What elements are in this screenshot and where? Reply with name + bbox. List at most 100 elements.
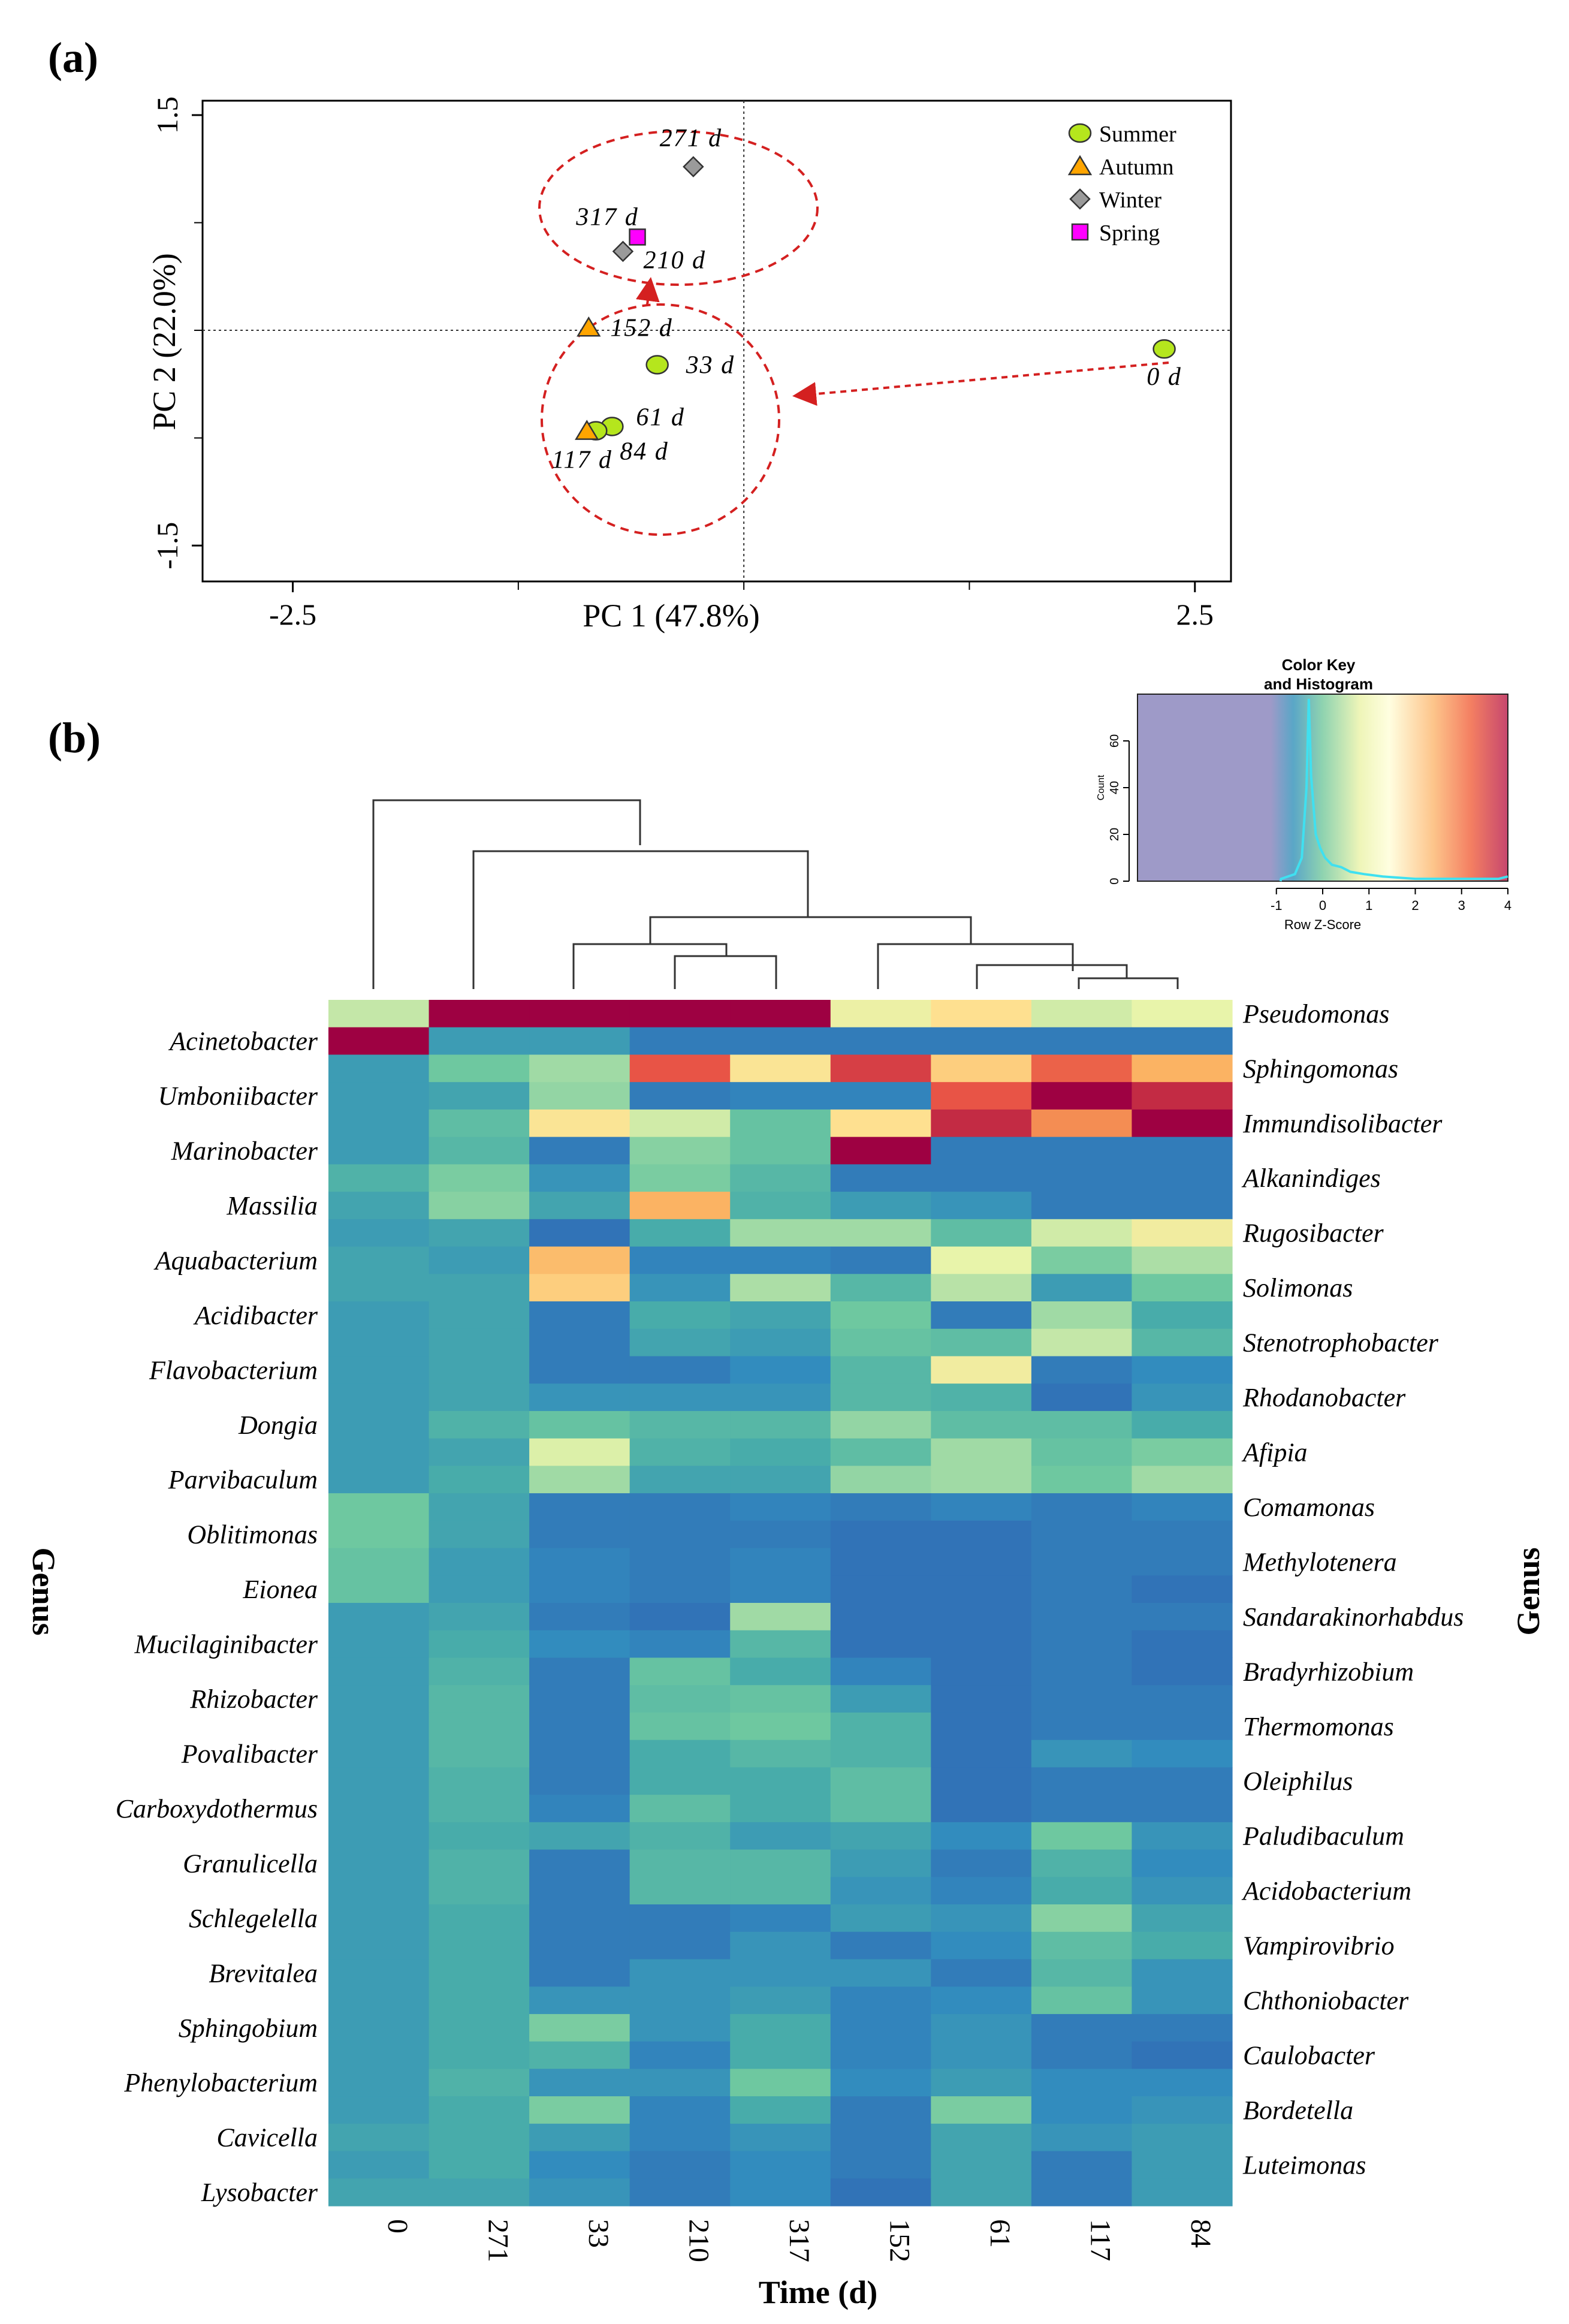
heatmap-cell	[1132, 1109, 1233, 1138]
heatmap-cell	[429, 1054, 530, 1083]
heatmap-cell	[1031, 1849, 1133, 1877]
heatmap-grid	[328, 1000, 1233, 2207]
pca-point	[612, 240, 634, 263]
heatmap-cell	[730, 1466, 831, 1494]
heatmap-cell	[328, 1054, 430, 1083]
pca-y-tick-label: 1.5	[150, 97, 184, 134]
heatmap-cell	[529, 1137, 630, 1165]
genus-label: Parvibaculum	[168, 1465, 318, 1494]
heatmap-cell	[730, 1603, 831, 1631]
heatmap-cell	[1132, 1987, 1233, 2015]
heatmap-cell	[629, 2178, 731, 2207]
heatmap-cell	[830, 1603, 931, 1631]
heatmap-cell	[830, 2013, 931, 2042]
heatmap-cell	[730, 1959, 831, 1987]
heatmap-cell	[730, 2123, 831, 2152]
heatmap-cell	[529, 2013, 630, 2042]
heatmap-cell	[1132, 1712, 1233, 1741]
heatmap-cell	[629, 1274, 731, 1302]
heatmap-cell	[429, 1109, 530, 1138]
color-key-subtitle: and Histogram	[1264, 675, 1373, 693]
heatmap-cell	[429, 1301, 530, 1330]
genus-label: Rhodanobacter	[1242, 1383, 1406, 1412]
heatmap-cell	[629, 2069, 731, 2097]
heatmap-cell	[1031, 2013, 1133, 2042]
heatmap-cell	[629, 2013, 731, 2042]
dendro-link-271	[472, 850, 809, 989]
genus-label: Sphingomonas	[1243, 1054, 1398, 1083]
heatmap-cell	[328, 1712, 430, 1741]
legend-marker	[1069, 188, 1091, 210]
heatmap-cell	[1132, 1493, 1233, 1521]
heatmap-cell	[830, 1767, 931, 1795]
heatmap-cell	[529, 1493, 630, 1521]
heatmap-cell	[429, 1328, 530, 1357]
pca-point-label: 210 d	[643, 246, 706, 274]
heatmap-cell	[931, 1082, 1032, 1110]
heatmap-cell	[931, 2041, 1032, 2069]
genus-label: Schlegelella	[189, 1904, 318, 1933]
heatmap-cell	[730, 1795, 831, 1823]
heatmap-cell	[1132, 1301, 1233, 1330]
heatmap-cell	[429, 1657, 530, 1686]
heatmap-cell	[328, 1931, 430, 1960]
color-key-y-ticks: 0 20 40 60	[1108, 734, 1130, 885]
heatmap-cell	[529, 1054, 630, 1083]
heatmap-cell	[1132, 1383, 1233, 1412]
heatmap-cell	[931, 1712, 1032, 1741]
heatmap-cell	[830, 1192, 931, 1220]
heatmap-cell	[629, 1246, 731, 1274]
heatmap-cell	[931, 1575, 1032, 1603]
heatmap-cell	[629, 1054, 731, 1083]
dendro-link-152	[877, 943, 1074, 989]
heatmap-cell	[529, 1109, 630, 1138]
heatmap-cell	[931, 1192, 1032, 1220]
heatmap-cell	[328, 2096, 430, 2124]
heatmap-cell	[529, 1466, 630, 1494]
heatmap-cell	[830, 1712, 931, 1741]
color-key-x-tick-label: 1	[1365, 898, 1372, 913]
heatmap-cell	[629, 2041, 731, 2069]
heatmap-cell	[730, 1082, 831, 1110]
panel-b-label: (b)	[48, 714, 101, 762]
heatmap-cell	[1031, 1082, 1133, 1110]
heatmap-cell	[529, 1740, 630, 1768]
heatmap-cell	[429, 2151, 530, 2179]
heatmap-cell	[328, 1466, 430, 1494]
heatmap-cell	[328, 1438, 430, 1466]
heatmap-cell	[830, 1000, 931, 1028]
heatmap-cell	[1031, 1219, 1133, 1247]
heatmap-cell	[529, 1274, 630, 1302]
heatmap-cell	[730, 1301, 831, 1330]
heatmap-cell	[529, 1575, 630, 1603]
heatmap-cell	[328, 1849, 430, 1877]
heatmap-cell	[830, 1383, 931, 1412]
heatmap-cell	[529, 1904, 630, 1933]
legend-marker	[1071, 223, 1089, 241]
heatmap-cell	[529, 2041, 630, 2069]
heatmap-cell	[730, 1685, 831, 1713]
heatmap-cell	[629, 1493, 731, 1521]
genus-label: Comamonas	[1243, 1493, 1375, 1522]
heatmap-cell	[529, 1767, 630, 1795]
heatmap-cell	[830, 1109, 931, 1138]
dendro-link-33	[572, 943, 728, 989]
heatmap-cell	[830, 1493, 931, 1521]
heatmap-cell	[529, 2123, 630, 2152]
heatmap-cell	[730, 1000, 831, 1028]
heatmap-cell	[529, 1685, 630, 1713]
heatmap-cell	[730, 1575, 831, 1603]
heatmap-cell	[529, 1027, 630, 1056]
heatmap-cell	[730, 1740, 831, 1768]
genus-label: Bordetella	[1243, 2096, 1353, 2125]
heatmap-cell	[830, 2096, 931, 2124]
heatmap-cell	[730, 1987, 831, 2015]
heatmap-cell	[328, 1740, 430, 1768]
heatmap-cell	[429, 1219, 530, 1247]
heatmap-cell	[1031, 1685, 1133, 1713]
heatmap-cell	[730, 2013, 831, 2042]
heatmap-cell	[730, 2069, 831, 2097]
heatmap-cell	[429, 1137, 530, 1165]
heatmap-cell	[328, 2069, 430, 2097]
